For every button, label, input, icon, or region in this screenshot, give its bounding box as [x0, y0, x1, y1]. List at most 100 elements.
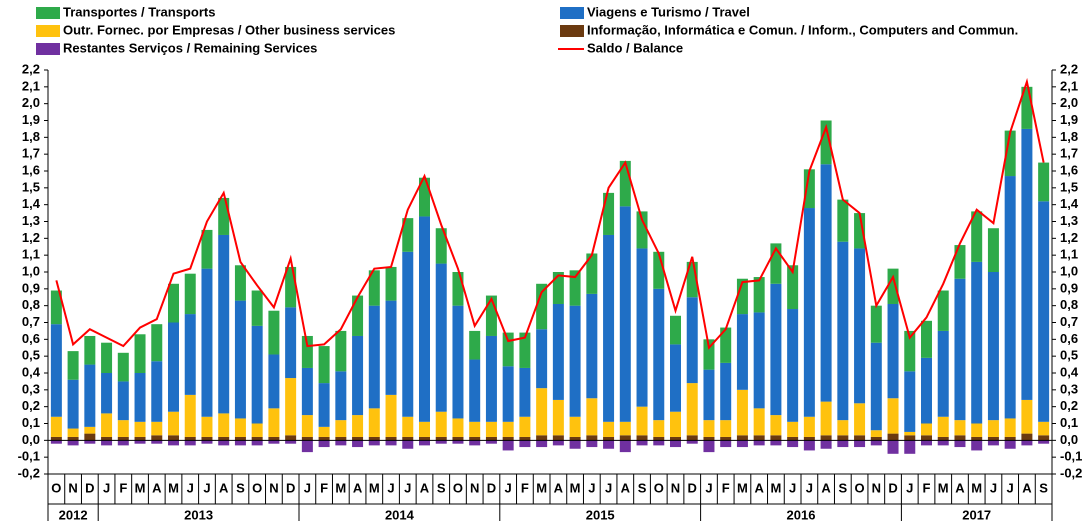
bar-segment	[803, 440, 815, 451]
bar-segment	[419, 177, 430, 217]
bar-segment	[586, 293, 598, 399]
bar-segment	[686, 383, 698, 436]
bar-segment	[586, 253, 598, 294]
x-tick-label: M	[168, 480, 179, 495]
bar-segment	[1038, 435, 1050, 441]
y2-tick-label: 0,3	[1060, 381, 1078, 396]
bar-segment	[536, 283, 548, 330]
y2-tick-label: 2,1	[1060, 78, 1078, 93]
bar-segment	[168, 283, 179, 323]
bar-segment	[519, 436, 531, 441]
x-tick-label: S	[838, 480, 847, 495]
bar-segment	[987, 440, 999, 446]
balance-line	[55, 77, 1045, 350]
bar-segment	[201, 436, 213, 441]
bar-segment	[937, 436, 949, 441]
bar-segment	[971, 261, 983, 424]
bar-segment	[887, 268, 899, 304]
x-tick-label: F	[320, 480, 328, 495]
x-tick-label: J	[990, 480, 997, 495]
bar-segment	[803, 416, 815, 437]
bar-segment	[569, 440, 581, 449]
bar-segment	[954, 245, 966, 279]
y-tick-label: 1,0	[22, 263, 40, 278]
bar-segment	[820, 120, 832, 165]
bar-segment	[151, 324, 163, 362]
bar-segment	[234, 418, 246, 437]
x-tick-label: J	[387, 480, 394, 495]
y-tick-label: -0,1	[18, 449, 40, 464]
bar-segment	[703, 420, 715, 437]
bar-segment	[569, 436, 581, 441]
bar-segment	[787, 421, 799, 437]
bar-segment	[670, 411, 681, 437]
x-tick-label: F	[722, 480, 730, 495]
bar-segment	[469, 440, 481, 446]
y2-tick-label: 0,8	[1060, 297, 1078, 312]
bar-segment	[870, 305, 882, 343]
y-tick-label: 1,9	[22, 112, 40, 127]
bar-segment	[101, 436, 113, 441]
x-tick-label: J	[806, 480, 813, 495]
bar-segment	[987, 272, 999, 421]
bar-segment	[251, 440, 263, 446]
bar-segment	[218, 440, 230, 446]
bar-segment	[168, 435, 179, 441]
y2-tick-label: -0,2	[1060, 465, 1082, 480]
bar-segment	[502, 421, 514, 437]
legend-label: Informação, Informática e Comun. / Infor…	[587, 22, 1018, 37]
bar-segment	[201, 229, 213, 269]
bar-segment	[251, 436, 263, 441]
bar-segment	[904, 440, 916, 454]
bar-segment	[870, 342, 882, 431]
bar-segment	[870, 440, 882, 446]
bar-segment	[335, 371, 347, 421]
bar-segment	[670, 436, 681, 441]
bar-segment	[469, 330, 481, 360]
x-tick-label: F	[119, 480, 127, 495]
bar-segment	[904, 330, 916, 372]
bar-segment	[603, 192, 615, 235]
bar-segment	[117, 381, 129, 421]
x-tick-label: N	[470, 480, 479, 495]
bar-segment	[101, 373, 113, 414]
bar-segment	[636, 435, 648, 441]
bar-segment	[368, 305, 380, 409]
bar-segment	[218, 234, 230, 414]
bar-segment	[419, 436, 430, 441]
bar-segment	[937, 440, 949, 446]
x-tick-label: M	[971, 480, 982, 495]
bar-segment	[301, 335, 313, 368]
bar-segment	[720, 440, 732, 448]
bar-segment	[820, 435, 832, 441]
bar-segment	[502, 332, 514, 367]
bar-segment	[887, 440, 899, 454]
y2-tick-label: 1,6	[1060, 162, 1078, 177]
x-tick-label: D	[888, 480, 897, 495]
bar-segment	[569, 305, 581, 417]
bar-segment	[352, 415, 364, 437]
bar-segment	[1004, 176, 1016, 419]
bar-segment	[987, 420, 999, 437]
bar-segment	[435, 436, 447, 441]
bar-segment	[268, 354, 280, 409]
bar-segment	[151, 440, 163, 444]
bar-segment	[519, 440, 531, 448]
bar-segment	[619, 160, 631, 207]
bar-segment	[1021, 433, 1033, 441]
bar-segment	[419, 440, 430, 446]
bar-segment	[469, 436, 481, 441]
bar-segment	[971, 211, 983, 262]
bar-segment	[1038, 201, 1050, 422]
bar-segment	[987, 228, 999, 272]
bar-segment	[285, 266, 297, 308]
bar-segment	[921, 435, 932, 441]
y2-tick-label: 0,9	[1060, 280, 1078, 295]
bar-segment	[101, 342, 113, 373]
y-tick-label: 1,3	[22, 213, 40, 228]
bar-segment	[736, 440, 748, 448]
x-tick-label: A	[554, 480, 564, 495]
bar-segment	[586, 440, 598, 448]
bar-segment	[117, 420, 129, 437]
bar-segment	[603, 440, 615, 449]
